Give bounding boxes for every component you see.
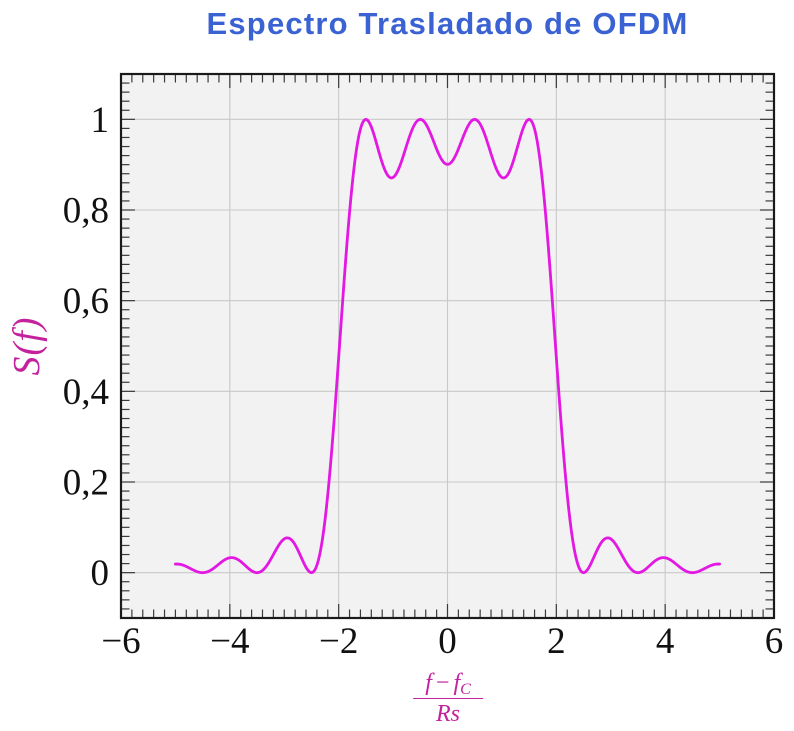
chart-title: Espectro Trasladado de OFDM [206, 6, 689, 41]
x-label-f2: f [453, 670, 461, 696]
x-tick-label: 2 [547, 621, 566, 662]
spectrum-curve [174, 117, 721, 575]
x-tick-label: 6 [765, 621, 784, 662]
y-tick-label: 0,8 [63, 191, 109, 232]
x-tick-labels: −6 −4 −2 0 2 4 6 [101, 621, 783, 662]
y-tick-label: 0,6 [63, 281, 109, 322]
x-label-f1: f [425, 670, 432, 696]
y-tick-label: 0,4 [63, 372, 109, 413]
x-label-denominator: Rs [436, 701, 460, 727]
x-tick-label: −2 [319, 621, 358, 662]
x-tick-label: 4 [656, 621, 675, 662]
x-label-minus: − [435, 670, 450, 696]
x-tick-label: −4 [210, 621, 249, 662]
y-tick-labels: 0 0,2 0,4 0,6 0,8 1 [63, 100, 109, 594]
y-tick-label: 0,2 [63, 463, 109, 504]
x-label-subscript: C [460, 681, 471, 698]
x-label-numerator: f − fC [413, 671, 483, 699]
x-axis-label: f − fC Rs [413, 671, 483, 726]
y-axis-label: S(f) [6, 316, 48, 376]
y-tick-label: 0 [91, 553, 110, 594]
y-tick-label: 1 [91, 100, 110, 141]
plot-frame [119, 72, 776, 620]
x-tick-label: 0 [438, 621, 457, 662]
x-tick-label: −6 [101, 621, 140, 662]
